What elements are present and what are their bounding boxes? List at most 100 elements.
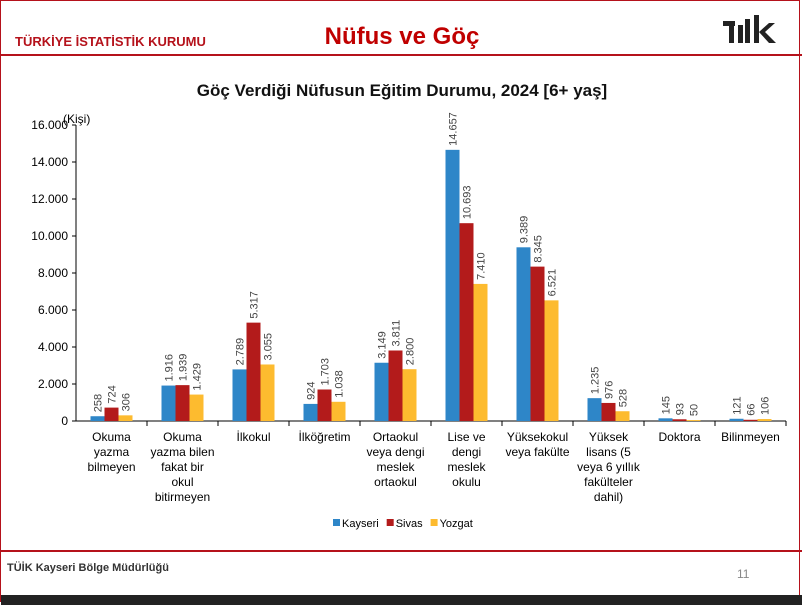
bar-kayseri: [658, 418, 673, 421]
y-tick-label: 16.000: [31, 118, 68, 132]
data-label: 1.038: [334, 370, 346, 398]
bar-yozgat: [331, 401, 346, 421]
category-label: yazma: [94, 445, 130, 459]
data-label: 1.939: [178, 354, 190, 382]
data-label: 121: [732, 396, 744, 414]
category-label: İlköğretim: [298, 430, 350, 444]
category-label: veya dengi: [366, 445, 424, 459]
category-label: Bilinmeyen: [721, 430, 780, 444]
legend-swatch: [386, 519, 394, 526]
data-label: 1.235: [590, 367, 602, 395]
bar-sivas: [672, 419, 687, 421]
bar-yozgat: [473, 283, 488, 421]
data-label: 306: [121, 393, 133, 411]
data-label: 50: [689, 404, 701, 416]
data-label: 6.521: [547, 269, 559, 297]
category-label: Lise ve: [447, 430, 485, 444]
bar-kayseri: [587, 398, 602, 421]
bar-sivas: [459, 223, 474, 421]
data-label: 924: [306, 382, 318, 400]
bar-kayseri: [729, 418, 744, 421]
category-label: okul: [171, 475, 193, 489]
category-label: yazma bilen: [150, 445, 214, 459]
category-label: Yüksekokul: [507, 430, 568, 444]
bottom-bar: [1, 595, 802, 605]
y-tick-label: 12.000: [31, 192, 68, 206]
category-label: dengi: [452, 445, 481, 459]
footer-divider: [1, 550, 802, 552]
data-label: 9.389: [519, 216, 531, 244]
data-label: 66: [746, 404, 758, 416]
bar-kayseri: [303, 403, 318, 421]
category-label: Ortaokul: [373, 430, 418, 444]
bar-yozgat: [544, 300, 559, 421]
category-label: meslek: [447, 460, 486, 474]
bar-yozgat: [686, 420, 701, 421]
data-label: 2.800: [405, 338, 417, 366]
bar-kayseri: [232, 369, 247, 421]
bar-yozgat: [615, 411, 630, 421]
legend-label: Sivas: [396, 518, 423, 530]
data-label: 3.149: [377, 331, 389, 359]
data-label: 724: [107, 385, 119, 403]
page-title: Nüfus ve Göç: [324, 23, 480, 50]
header-divider: [1, 54, 802, 56]
bar-kayseri: [90, 416, 105, 421]
category-label: bilmeyen: [87, 460, 135, 474]
bar-sivas: [175, 385, 190, 421]
legend-label: Kayseri: [342, 518, 379, 530]
data-label: 1.429: [192, 363, 204, 391]
data-label: 106: [760, 397, 772, 415]
bar-sivas: [743, 419, 758, 421]
data-label: 1.916: [164, 354, 176, 382]
category-label: bitirmeyen: [155, 490, 210, 504]
category-label: fakülteler: [584, 475, 633, 489]
category-label: meslek: [376, 460, 415, 474]
y-tick-label: 8.000: [38, 266, 68, 280]
y-tick-label: 2.000: [38, 377, 68, 391]
bar-kayseri: [374, 362, 389, 421]
data-label: 5.317: [249, 291, 261, 319]
data-label: 976: [604, 381, 616, 399]
bar-sivas: [104, 407, 119, 421]
org-name: TÜRKİYE İSTATİSTİK KURUMU: [15, 34, 206, 49]
footer-text: TÜİK Kayseri Bölge Müdürlüğü: [7, 562, 169, 574]
tuik-logo: [723, 15, 776, 43]
y-tick-label: 6.000: [38, 303, 68, 317]
data-label: 14.657: [448, 112, 460, 146]
bar-sivas: [530, 266, 545, 421]
bar-kayseri: [161, 385, 176, 421]
page-number: 11: [737, 567, 750, 581]
chart-title: Göç Verdiği Nüfusun Eğitim Durumu, 2024 …: [196, 81, 608, 100]
category-label: Doktora: [658, 430, 700, 444]
bar-yozgat: [757, 419, 772, 421]
category-label: okulu: [452, 475, 481, 489]
bar-yozgat: [402, 369, 417, 421]
data-label: 1.703: [320, 358, 332, 386]
legend-label: Yozgat: [440, 518, 473, 530]
category-label: veya fakülte: [505, 445, 569, 459]
bar-yozgat: [118, 415, 133, 421]
y-tick-label: 14.000: [31, 155, 68, 169]
category-label: Okuma: [163, 430, 202, 444]
category-label: Okuma: [92, 430, 131, 444]
bar-kayseri: [445, 149, 460, 421]
data-label: 3.055: [263, 333, 275, 361]
category-label: ortaokul: [374, 475, 417, 489]
bar-kayseri: [516, 247, 531, 421]
data-label: 8.345: [533, 235, 545, 263]
category-label: dahil): [594, 490, 623, 504]
data-label: 10.693: [462, 186, 474, 220]
data-label: 528: [618, 389, 630, 407]
data-label: 258: [93, 394, 105, 412]
category-label: fakat bir: [161, 460, 204, 474]
data-label: 3.811: [391, 320, 403, 347]
y-tick-label: 10.000: [31, 229, 68, 243]
bar-sivas: [246, 322, 261, 421]
category-label: lisans (5: [586, 445, 631, 459]
y-tick-label: 0: [61, 414, 68, 428]
data-label: 7.410: [476, 252, 488, 280]
data-label: 2.789: [235, 338, 247, 366]
